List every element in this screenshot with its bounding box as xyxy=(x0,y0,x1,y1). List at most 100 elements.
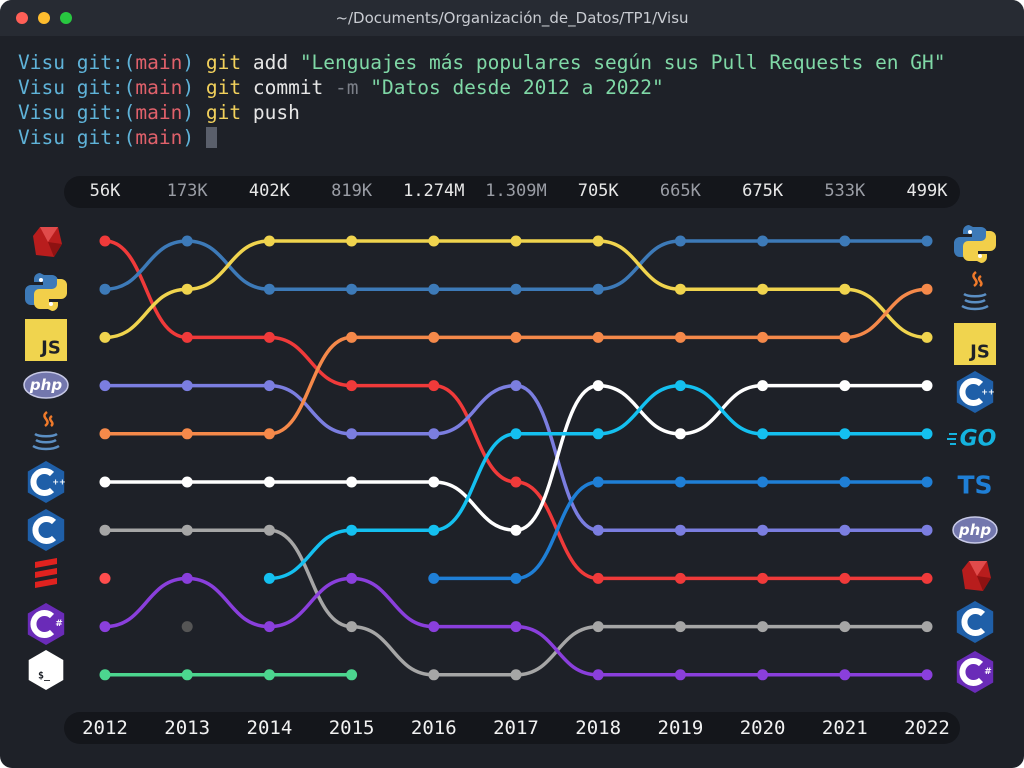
data-point xyxy=(346,524,358,536)
data-point xyxy=(181,235,193,247)
data-point xyxy=(757,572,769,584)
data-point xyxy=(921,380,933,392)
prompt-branch: main xyxy=(135,51,183,74)
data-point xyxy=(428,380,440,392)
data-point xyxy=(921,428,933,440)
series-line xyxy=(104,576,927,677)
data-point xyxy=(839,524,851,536)
command: git xyxy=(205,76,242,99)
command: git xyxy=(205,51,242,74)
prompt-close: ) xyxy=(182,76,206,99)
x-tick-label: 2022 xyxy=(904,717,950,739)
svg-text:JS: JS xyxy=(968,342,990,363)
x-tick-label: 2016 xyxy=(410,717,457,739)
data-point xyxy=(263,235,275,247)
x-tick-label: 2017 xyxy=(493,717,539,739)
svg-text:JS: JS xyxy=(39,338,61,359)
data-point xyxy=(99,380,111,392)
command-string: "Datos desde 2012 a 2022" xyxy=(370,76,664,99)
data-point xyxy=(181,572,193,584)
data-point xyxy=(592,380,604,392)
series-line xyxy=(105,383,927,532)
php-icon: php xyxy=(23,371,69,399)
data-point xyxy=(346,380,358,392)
terminal-line: Visu git:(main) git commit -m "Datos des… xyxy=(18,75,946,100)
prompt-branch: main xyxy=(135,76,183,99)
data-point xyxy=(592,621,604,633)
data-point xyxy=(99,235,111,247)
total-label: 533K xyxy=(824,181,866,201)
data-point xyxy=(428,572,440,584)
terminal-output[interactable]: Visu git:(main) git add "Lenguajes más p… xyxy=(18,50,946,150)
command-args: push xyxy=(241,101,300,124)
prompt-close: ) xyxy=(182,126,206,149)
data-point xyxy=(592,235,604,247)
javascript-icon: JS xyxy=(954,323,996,365)
data-point xyxy=(839,572,851,584)
data-point xyxy=(346,621,358,633)
series-java xyxy=(99,283,933,440)
data-point xyxy=(592,524,604,536)
prompt-dir: Visu xyxy=(18,51,65,74)
data-point xyxy=(510,476,522,488)
cursor xyxy=(205,127,217,148)
svg-text:#: # xyxy=(984,667,992,677)
data-point xyxy=(757,428,769,440)
series-python xyxy=(99,235,933,295)
data-point xyxy=(592,428,604,440)
data-point xyxy=(921,476,933,488)
x-tick-label: 2014 xyxy=(246,717,293,739)
data-point xyxy=(839,476,851,488)
total-label: 819K xyxy=(331,181,373,201)
data-point xyxy=(921,669,933,681)
series-javascript xyxy=(99,235,933,343)
x-tick-label: 2013 xyxy=(164,717,211,739)
data-point xyxy=(592,476,604,488)
shell-icon: $_ xyxy=(28,650,64,690)
series-go xyxy=(263,380,933,584)
data-point xyxy=(839,621,851,633)
series-line xyxy=(104,528,927,677)
c-icon xyxy=(27,509,65,551)
ruby-icon xyxy=(962,561,991,591)
data-point xyxy=(839,235,851,247)
data-point xyxy=(346,428,358,440)
java-icon xyxy=(32,411,60,451)
data-point xyxy=(674,235,686,247)
data-point xyxy=(674,572,686,584)
total-label: 173K xyxy=(166,181,208,201)
data-point xyxy=(921,572,933,584)
data-point xyxy=(921,331,933,343)
prompt-branch: main xyxy=(135,101,183,124)
data-point xyxy=(263,476,275,488)
data-point xyxy=(592,331,604,343)
minimize-button[interactable] xyxy=(38,12,50,24)
data-point xyxy=(757,331,769,343)
csharp-icon: # xyxy=(27,603,65,645)
data-point xyxy=(99,669,111,681)
data-point xyxy=(510,524,522,536)
php-icon: php xyxy=(952,516,998,544)
data-point xyxy=(99,428,111,440)
data-point xyxy=(181,428,193,440)
terminal-line: Visu git:(main) xyxy=(18,125,946,150)
data-point xyxy=(757,235,769,247)
ruby-icon xyxy=(33,227,62,257)
terminal-line: Visu git:(main) git add "Lenguajes más p… xyxy=(18,50,946,75)
command-string: "Lenguajes más populares según sus Pull … xyxy=(299,51,946,74)
close-button[interactable] xyxy=(16,12,28,24)
data-point xyxy=(757,283,769,295)
prompt-branch: main xyxy=(135,126,183,149)
data-point xyxy=(263,621,275,633)
data-point xyxy=(428,621,440,633)
data-point xyxy=(181,524,193,536)
prompt-git: git:( xyxy=(64,51,136,74)
maximize-button[interactable] xyxy=(60,12,72,24)
data-point xyxy=(263,572,275,584)
data-point xyxy=(99,283,111,295)
data-point xyxy=(181,283,193,295)
data-point xyxy=(674,669,686,681)
x-tick-label: 2020 xyxy=(739,717,786,739)
data-point xyxy=(346,235,358,247)
